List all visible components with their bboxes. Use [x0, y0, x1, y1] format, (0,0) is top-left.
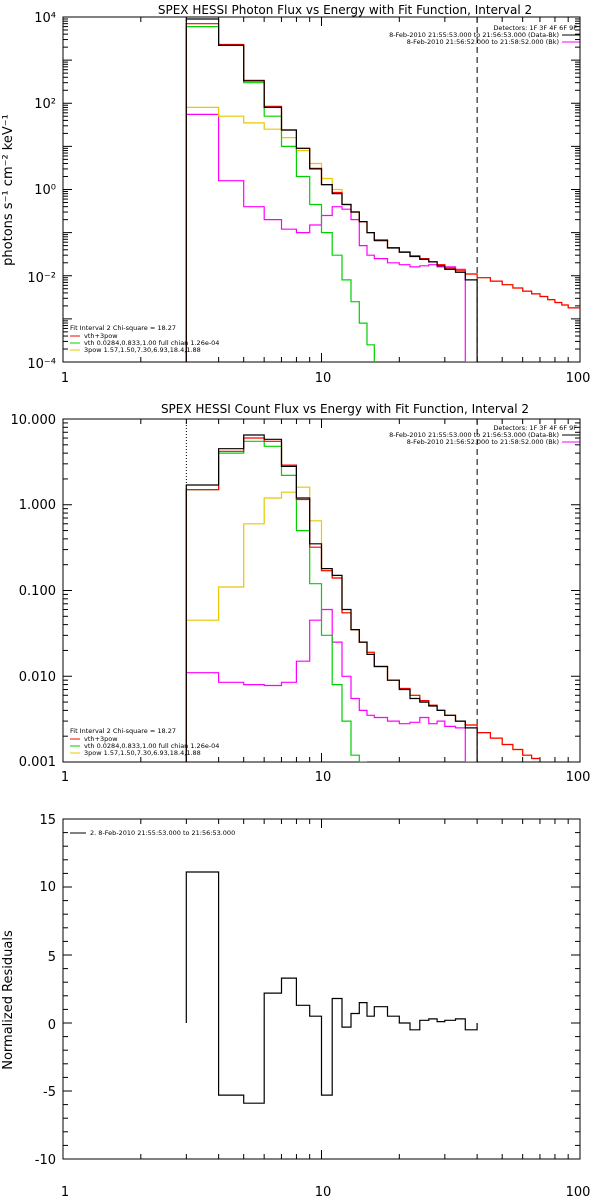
count-flux-legend-top: Detectors: 1F 3F 4F 6F 9F 8-Feb-2010 21:…	[389, 424, 580, 446]
y-tick-label: 0.001	[19, 755, 56, 770]
count-flux-legend-bottom: Fit Interval 2 Chi-square = 18.27 vth+3p…	[70, 727, 219, 757]
legend-entry-thermal: vth 0.0284,0.833,1.00 full chian 1.26e-0…	[84, 339, 219, 347]
x-tick-label: 10	[315, 770, 332, 785]
legend-entry-residual: 2. 8-Feb-2010 21:55:53.000 to 21:56:53.0…	[90, 829, 235, 837]
residuals-panel: Normalized Residuals 1 10 100 -10 -5 0 5…	[1, 813, 590, 1200]
y-tick-label: 15	[39, 813, 56, 828]
photon-flux-legend-bottom: Fit Interval 2 Chi-square = 18.27 vth+3p…	[70, 324, 219, 354]
x-tick-label: 100	[566, 1185, 591, 1200]
series-powerlaw-line	[185, 486, 540, 762]
legend-entry-powerlaw: 3pow 1.57,1.50,7.30,6.93,18.4,1.88	[84, 346, 201, 354]
legend-detectors: Detectors: 1F 3F 4F 6F 9F	[493, 24, 577, 32]
legend-detectors: Detectors: 1F 3F 4F 6F 9F	[493, 424, 577, 432]
x-tick-marks	[62, 819, 569, 1159]
photon-flux-title: SPEX HESSI Photon Flux vs Energy with Fi…	[158, 3, 532, 17]
y-tick-label: 10⁴	[34, 11, 56, 26]
plot-frame	[62, 16, 581, 363]
y-tick-marks	[63, 818, 580, 1160]
legend-entry-data: 8-Feb-2010 21:55:53.000 to 21:56:53.000 …	[389, 431, 559, 439]
y-tick-label: 10.000	[11, 413, 57, 428]
legend-entry-total: vth+3pow	[84, 735, 118, 743]
x-tick-label: 10	[315, 1185, 332, 1200]
legend-entry-bk: 8-Feb-2010 21:56:52.000 to 21:58:52.000 …	[407, 38, 559, 46]
count-flux-x-ticks: 1 10 100	[61, 770, 591, 785]
residuals-x-ticks: 1 10 100	[61, 1185, 591, 1200]
legend-fit-interval: Fit Interval 2 Chi-square = 18.27	[70, 324, 176, 332]
y-tick-label: 5	[48, 950, 56, 965]
x-tick-label: 1	[61, 1185, 69, 1200]
residuals-y-ticks: -10 -5 0 5 10 15	[35, 813, 56, 1168]
photon-flux-ylabel: photons s⁻¹ cm⁻² keV⁻¹	[1, 114, 16, 266]
x-tick-label: 100	[566, 770, 591, 785]
series-background-line	[185, 113, 478, 362]
y-tick-label: 10⁰	[34, 183, 56, 198]
count-flux-panel: SPEX HESSI Count Flux vs Energy with Fit…	[11, 402, 591, 785]
count-flux-y-ticks: 0.001 0.010 0.100 1.000 10.000	[11, 413, 57, 770]
y-tick-marks	[63, 422, 580, 763]
photon-flux-legend-top: Detectors: 1F 3F 4F 6F 9F 8-Feb-2010 21:…	[389, 24, 580, 46]
plot-frame	[62, 818, 581, 1160]
count-flux-title: SPEX HESSI Count Flux vs Energy with Fit…	[161, 402, 529, 416]
y-tick-label: 0.100	[19, 584, 56, 599]
x-tick-marks	[62, 419, 569, 762]
series-total-line	[185, 437, 540, 762]
y-tick-label: 0	[48, 1018, 56, 1033]
photon-flux-x-ticks: 1 10 100	[61, 371, 591, 386]
photon-flux-y-ticks: 10⁻⁴ 10⁻² 10⁰ 10² 10⁴	[27, 11, 56, 372]
legend-entry-powerlaw: 3pow 1.57,1.50,7.30,6.93,18.4,1.88	[84, 749, 201, 757]
residuals-ylabel: Normalized Residuals	[1, 930, 16, 1070]
y-tick-label: 10	[39, 880, 56, 895]
y-tick-label: 1.000	[19, 498, 56, 513]
legend-entry-thermal: vth 0.0284,0.833,1.00 full chian 1.26e-0…	[84, 742, 219, 750]
y-tick-label: -10	[35, 1153, 56, 1168]
series-total-line	[185, 23, 580, 362]
photon-flux-panel: SPEX HESSI Photon Flux vs Energy with Fi…	[1, 3, 590, 386]
y-tick-label: -5	[43, 1085, 56, 1100]
series-data-line	[185, 18, 478, 362]
x-tick-label: 100	[566, 371, 591, 386]
y-tick-label: 10⁻⁴	[27, 357, 56, 372]
series-data-line	[185, 434, 478, 762]
series-powerlaw-line	[185, 106, 580, 362]
series-background-line	[185, 608, 478, 762]
y-tick-label: 10⁻²	[27, 271, 56, 286]
legend-fit-interval: Fit Interval 2 Chi-square = 18.27	[70, 727, 176, 735]
x-tick-marks	[62, 17, 569, 362]
y-tick-marks	[63, 18, 580, 363]
legend-entry-data: 8-Feb-2010 21:55:53.000 to 21:56:53.000 …	[389, 31, 559, 39]
y-tick-label: 10²	[34, 97, 56, 112]
x-tick-label: 1	[61, 371, 69, 386]
x-tick-label: 1	[61, 770, 69, 785]
legend-entry-bk: 8-Feb-2010 21:56:52.000 to 21:58:52.000 …	[407, 438, 559, 446]
y-tick-label: 0.010	[19, 670, 56, 685]
x-tick-label: 10	[315, 371, 332, 386]
series-data-line	[185, 871, 478, 1104]
legend-entry-total: vth+3pow	[84, 332, 118, 340]
series-thermal-line	[185, 26, 375, 362]
residuals-legend: 2. 8-Feb-2010 21:55:53.000 to 21:56:53.0…	[70, 829, 235, 837]
